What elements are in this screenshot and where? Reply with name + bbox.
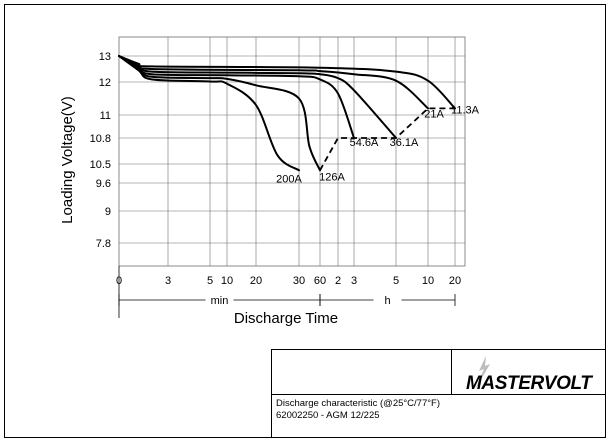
y-tick-label: 7.8	[96, 238, 111, 250]
x-tick-label: 5	[393, 275, 399, 287]
end-voltage-line	[319, 107, 455, 171]
x-tick-label: 30	[293, 275, 305, 287]
caption-line-2: 62002250 - AGM 12/225	[276, 410, 380, 421]
footer-title-block: MASTERVOLT Discharge characteristic (@25…	[271, 349, 606, 438]
footer-box	[271, 349, 606, 438]
y-tick-label: 12	[99, 77, 111, 89]
x-tick-label: 2	[335, 275, 341, 287]
end-voltage-line-group	[319, 107, 455, 171]
unit-label: min	[211, 295, 229, 307]
x-tick-label: 20	[250, 275, 262, 287]
series-label: 54.6A	[350, 137, 379, 149]
y-tick-labels: 13 12 11 10.8 10.5 9.6 9 7.8	[90, 51, 111, 250]
y-tick-label: 10.8	[90, 133, 111, 145]
x-tick-label: 20	[449, 275, 461, 287]
series-label: 36.1A	[390, 137, 419, 149]
y-tick-label: 11	[100, 110, 111, 122]
x-tick-label: 5	[207, 275, 213, 287]
time-unit-brackets: min h	[118, 266, 456, 318]
series-label: 21A	[424, 108, 444, 120]
x-tick-labels: 035102030602351020	[116, 275, 461, 287]
series-labels: 200A 126A 54.6A 36.1A 21A 11.3A	[276, 104, 479, 185]
unit-label: h	[384, 295, 390, 307]
series-label: 126A	[319, 171, 345, 183]
x-tick-label: 3	[165, 275, 171, 287]
curve-11-3a	[118, 55, 456, 110]
x-tick-label: 60	[314, 275, 326, 287]
y-axis-title: Loading Voltage(V)	[59, 96, 76, 224]
y-tick-label: 10.5	[90, 159, 111, 171]
x-tick-label: 3	[351, 275, 357, 287]
plot-frame	[118, 36, 466, 267]
x-axis-title: Discharge Time	[234, 310, 338, 327]
curve-200a	[118, 55, 300, 172]
x-tick-label: 10	[221, 275, 233, 287]
series-label: 11.3A	[451, 104, 480, 116]
brand-name: MASTERVOLT	[466, 373, 593, 394]
mastervolt-logo: MASTERVOLT	[466, 356, 594, 394]
logo-swoosh-icon	[475, 356, 490, 390]
caption-line-1: Discharge characteristic (@25°C/77°F)	[276, 398, 440, 409]
plot-grid	[118, 36, 466, 267]
y-tick-label: 13	[99, 51, 111, 63]
x-tick-label: 10	[422, 275, 434, 287]
y-tick-label: 9.6	[96, 178, 111, 190]
discharge-curves	[118, 55, 456, 172]
y-tick-label: 9	[105, 206, 111, 218]
series-label: 200A	[276, 173, 302, 185]
